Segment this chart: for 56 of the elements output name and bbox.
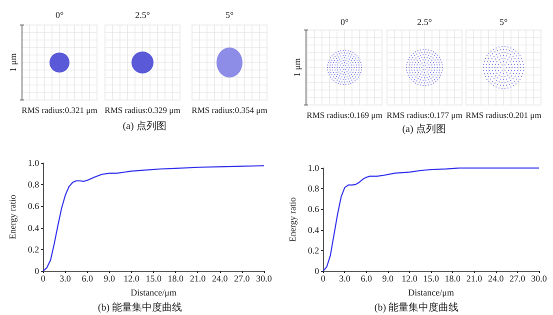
text: 1 μm: [292, 58, 302, 77]
x-tick-label: 18.0: [444, 274, 462, 284]
x-tick-label: 6.0: [82, 274, 94, 284]
y-tick-label: 0.2: [28, 244, 40, 254]
text: RMS radius:0.201 μm: [466, 110, 542, 120]
category-label: 2.5°: [135, 10, 150, 20]
x-tick-label: 12.0: [124, 274, 140, 284]
category-label: 5°: [499, 17, 508, 27]
y-tick-label: 0.6: [28, 201, 40, 212]
x-tick-label: 27.0: [234, 274, 250, 284]
x-axis-title: Distance/μm: [408, 287, 454, 298]
line-series: [322, 167, 540, 272]
x-tick-label: 30.0: [531, 274, 548, 284]
y-tick-label: 0.8: [28, 180, 40, 190]
text: RMS radius:0.169 μm: [306, 110, 383, 120]
x-tick-label: 6.0: [360, 274, 372, 284]
text: RMS radius:0.177 μm: [386, 110, 463, 120]
category-label: 5°: [225, 10, 234, 20]
y-tick-label: 0: [34, 266, 40, 276]
x-tick-label: 12.0: [402, 274, 418, 284]
x-tick-label: 3.0: [60, 274, 72, 284]
x-tick-label: 3.0: [339, 274, 351, 284]
text: (b) 能量集中度曲线: [374, 302, 459, 314]
y-tick-label: 0.8: [308, 184, 320, 194]
text: RMS radius:0.321 μm: [22, 105, 98, 115]
y-axis-title: Energy ratio: [288, 196, 298, 242]
text: RMS radius:0.354 μm: [192, 105, 268, 115]
text: RMS radius:0.329 μm: [104, 105, 181, 115]
x-tick-label: 9.0: [104, 274, 116, 284]
y-tick-label: 0.6: [308, 204, 320, 214]
text: (a) 点列图: [122, 120, 166, 132]
x-tick-label: 21.0: [466, 274, 483, 284]
category-label: 0°: [340, 17, 349, 27]
y-tick-label: 0: [314, 266, 320, 276]
x-tick-label: 24.0: [212, 274, 228, 284]
category-label: 0°: [55, 10, 64, 20]
text: (b) 能量集中度曲线: [98, 302, 182, 314]
y-tick-label: 1.0: [28, 158, 40, 168]
line-series: [42, 165, 265, 272]
x-tick-label: 18.0: [168, 274, 184, 284]
x-tick-label: 24.0: [488, 274, 504, 284]
x-tick-label: 9.0: [382, 274, 394, 284]
y-tick-label: 1.0: [308, 163, 320, 173]
x-tick-label: 15.0: [146, 274, 162, 284]
category-label: 2.5°: [417, 17, 432, 27]
x-tick-label: 30.0: [256, 274, 272, 284]
x-tick-label: 15.0: [423, 274, 440, 284]
y-tick-label: 0.4: [28, 222, 40, 233]
x-tick-label: 27.0: [510, 274, 526, 284]
text: (a) 点列图: [402, 123, 446, 135]
x-axis-title: Distance/μm: [130, 287, 176, 298]
text: 1 μm: [8, 53, 18, 72]
y-tick-label: 0.2: [308, 245, 320, 256]
y-axis-title: Energy ratio: [8, 194, 18, 240]
x-tick-label: 21.0: [190, 274, 206, 284]
y-tick-label: 0.4: [308, 224, 320, 235]
